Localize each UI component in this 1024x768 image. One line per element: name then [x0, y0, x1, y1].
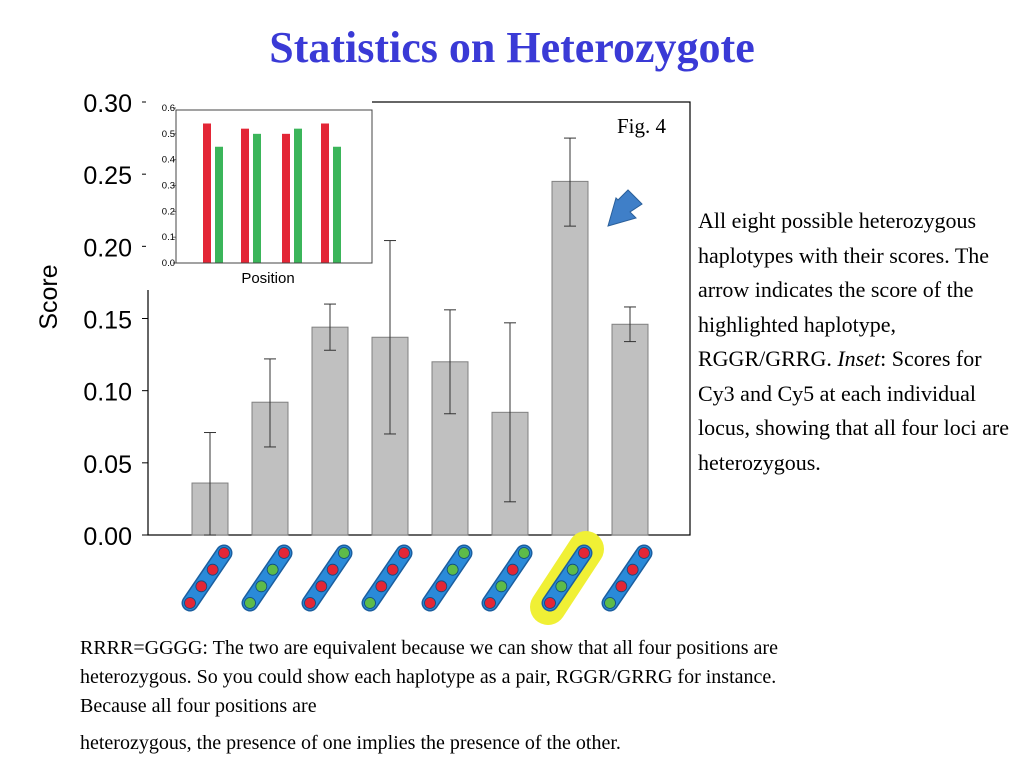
- inset-x-axis-label: Position: [241, 270, 294, 287]
- y-tick-label: 0.10: [83, 379, 132, 407]
- rod: [363, 546, 411, 610]
- y-axis-label: Score: [35, 264, 63, 329]
- explanation-text: RRRR=GGGG: The two are equivalent becaus…: [80, 634, 810, 758]
- green-bead: [518, 547, 530, 559]
- y-tick-label: 0.30: [83, 90, 132, 118]
- rod: [423, 546, 471, 610]
- red-bead: [375, 580, 388, 593]
- red-bead: [195, 580, 208, 593]
- red-bead: [626, 563, 639, 576]
- haplotype-glyph: [481, 544, 533, 612]
- inset-bar-cy5: [215, 146, 223, 263]
- caption-part2: : Scores for Cy3 and Cy5 at each individ…: [698, 346, 1009, 475]
- rod: [243, 546, 291, 610]
- inset-bar-cy3: [241, 128, 249, 263]
- inset-bar-cy5: [294, 128, 302, 263]
- red-bead: [424, 597, 436, 609]
- red-bead: [398, 547, 410, 559]
- green-bead: [495, 580, 508, 593]
- inset-y-tick-label: 0.5: [162, 129, 175, 140]
- green-bead: [338, 547, 350, 559]
- inset-y-tick-label: 0.0: [162, 258, 175, 269]
- red-bead: [326, 563, 339, 576]
- haplotype-glyph: [361, 544, 413, 612]
- figure-caption: All eight possible heterozygous haplotyp…: [698, 204, 1018, 480]
- rod: [543, 546, 591, 610]
- red-bead: [206, 563, 219, 576]
- inset-bar-cy5: [333, 146, 341, 263]
- y-tick-label: 0.00: [83, 523, 132, 551]
- red-bead: [218, 547, 230, 559]
- rod: [483, 546, 531, 610]
- inset-bar-cy3: [203, 123, 211, 263]
- green-bead: [255, 580, 268, 593]
- caption-inset-word: Inset: [837, 346, 881, 371]
- haplotype-glyph: [241, 544, 293, 612]
- red-bead: [484, 597, 496, 609]
- red-bead: [506, 563, 519, 576]
- green-bead: [458, 547, 470, 559]
- green-bead: [555, 580, 568, 593]
- red-bead: [278, 547, 290, 559]
- haplotype-glyph: [181, 544, 233, 612]
- bar: [311, 326, 349, 536]
- red-bead: [544, 597, 556, 609]
- green-bead: [364, 597, 376, 609]
- inset-y-tick-label: 0.2: [162, 206, 175, 217]
- explanation-line1: RRRR=GGGG: The two are equivalent becaus…: [80, 637, 778, 717]
- inset-bar-cy5: [253, 133, 261, 263]
- arrow-icon: [607, 189, 643, 227]
- red-bead: [435, 580, 448, 593]
- red-bead: [638, 547, 650, 559]
- red-bead: [304, 597, 316, 609]
- red-bead: [386, 563, 399, 576]
- rod: [183, 546, 231, 610]
- figure-label: Fig. 4: [617, 114, 667, 138]
- red-bead: [184, 597, 196, 609]
- green-bead: [266, 563, 279, 576]
- green-bead: [244, 597, 256, 609]
- inset-bar-cy3: [321, 123, 329, 263]
- inset-y-tick-label: 0.3: [162, 181, 175, 192]
- green-bead: [604, 597, 616, 609]
- bar: [551, 180, 589, 536]
- inset-bar-cy3: [282, 133, 290, 263]
- bar: [611, 323, 649, 536]
- haplotype-glyph: [601, 544, 653, 612]
- y-tick-label: 0.15: [83, 307, 132, 335]
- caption-part1: All eight possible heterozygous haplotyp…: [698, 208, 990, 371]
- explanation-line2: heterozygous, the presence of one implie…: [80, 732, 621, 754]
- slide-title: Statistics on Heterozygote: [269, 23, 755, 72]
- rod: [603, 546, 651, 610]
- y-tick-label: 0.20: [83, 234, 132, 262]
- haplotype-glyph: [421, 544, 473, 612]
- green-bead: [446, 563, 459, 576]
- red-bead: [578, 547, 590, 559]
- haplotype-glyph: [301, 544, 353, 612]
- y-tick-label: 0.25: [83, 162, 132, 190]
- red-bead: [615, 580, 628, 593]
- y-tick-label: 0.05: [83, 451, 132, 479]
- rod: [303, 546, 351, 610]
- inset-y-tick-label: 0.1: [162, 232, 175, 243]
- green-bead: [566, 563, 579, 576]
- inset-y-tick-label: 0.4: [162, 155, 175, 166]
- haplotype-glyph: [530, 531, 604, 625]
- red-bead: [315, 580, 328, 593]
- inset-y-tick-label: 0.6: [162, 103, 175, 114]
